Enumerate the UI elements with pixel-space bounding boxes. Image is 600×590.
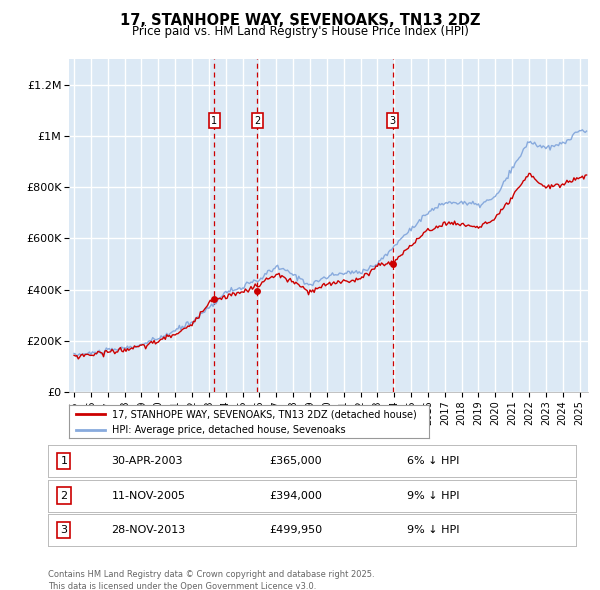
Text: 30-APR-2003: 30-APR-2003	[112, 457, 183, 466]
Text: Contains HM Land Registry data © Crown copyright and database right 2025.
This d: Contains HM Land Registry data © Crown c…	[48, 570, 374, 590]
Text: 3: 3	[389, 116, 396, 126]
Text: Price paid vs. HM Land Registry's House Price Index (HPI): Price paid vs. HM Land Registry's House …	[131, 25, 469, 38]
Text: 17, STANHOPE WAY, SEVENOAKS, TN13 2DZ (detached house): 17, STANHOPE WAY, SEVENOAKS, TN13 2DZ (d…	[112, 409, 417, 419]
Text: 3: 3	[61, 525, 67, 535]
Text: 6% ↓ HPI: 6% ↓ HPI	[407, 457, 460, 466]
Text: £499,950: £499,950	[270, 525, 323, 535]
Text: 28-NOV-2013: 28-NOV-2013	[112, 525, 185, 535]
Text: 9% ↓ HPI: 9% ↓ HPI	[407, 491, 460, 500]
Text: 9% ↓ HPI: 9% ↓ HPI	[407, 525, 460, 535]
Text: 11-NOV-2005: 11-NOV-2005	[112, 491, 185, 500]
Text: 17, STANHOPE WAY, SEVENOAKS, TN13 2DZ: 17, STANHOPE WAY, SEVENOAKS, TN13 2DZ	[120, 13, 480, 28]
Text: 1: 1	[61, 457, 67, 466]
Text: 2: 2	[60, 491, 67, 500]
Text: £394,000: £394,000	[270, 491, 323, 500]
Text: HPI: Average price, detached house, Sevenoaks: HPI: Average price, detached house, Seve…	[112, 425, 346, 435]
Text: 1: 1	[211, 116, 217, 126]
Text: 2: 2	[254, 116, 260, 126]
Text: £365,000: £365,000	[270, 457, 322, 466]
